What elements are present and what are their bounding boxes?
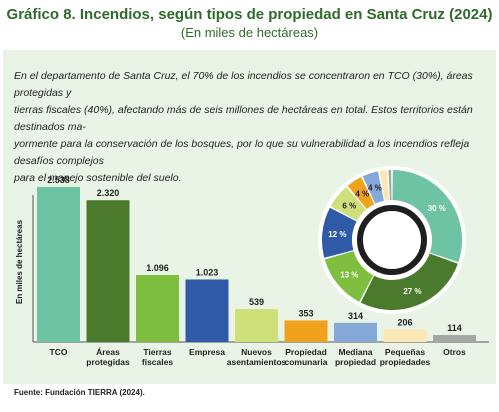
donut-slice-label: 27 %: [403, 287, 421, 296]
category-label: Áreas: [96, 347, 120, 357]
bar: [185, 279, 229, 342]
bar-value-label: 1.023: [196, 267, 219, 277]
bar: [334, 322, 377, 342]
donut-inner-ring: [357, 205, 427, 275]
category-label: asentamientos: [227, 357, 287, 367]
donut-slice-label: 6 %: [342, 201, 356, 210]
donut-slice: [347, 177, 375, 210]
donut-slice-label: 13 %: [340, 271, 358, 280]
bar-value-label: 206: [397, 317, 412, 327]
donut-slice-label: 4 %: [355, 190, 369, 199]
category-label: fiscales: [142, 357, 173, 367]
category-label: Empresa: [189, 347, 225, 357]
bar: [235, 309, 278, 342]
category-label: propiedad: [335, 357, 376, 367]
description-line: para el manejo sostenible del suelo.: [14, 172, 182, 184]
donut-slice: [379, 170, 389, 201]
category-label: Tierras: [143, 347, 171, 357]
description: En el departamento de Santa Cruz, el 70%…: [14, 68, 486, 187]
donut-slice: [362, 171, 384, 204]
bar: [383, 329, 427, 342]
bar-value-label: 2.538: [47, 175, 70, 185]
category-label: Otros: [443, 347, 466, 357]
donut-slice: [322, 207, 357, 258]
category-label: Nuevos: [241, 347, 272, 357]
bar-value-label: 114: [447, 323, 462, 333]
bar-value-label: 1.096: [146, 263, 169, 273]
category-label: comunaria: [285, 357, 328, 367]
bar: [433, 335, 476, 342]
donut-slice-label: 12 %: [328, 230, 346, 239]
bar: [37, 186, 80, 342]
donut-slice-label: 4 %: [368, 184, 382, 193]
description-line: tierras fiscales (40%), afectando más de…: [14, 104, 473, 133]
bar: [86, 200, 130, 342]
bars-layer: En miles de hectáreas2.538TCO2.320Áreasp…: [15, 175, 489, 367]
donut-layer: 30 % 27 % 13 % 12 % 6 % 4 %4 %: [318, 166, 466, 314]
donut-slice: [360, 253, 458, 310]
bar: [136, 275, 179, 342]
chart-title: Gráfico 8. Incendios, según tipos de pro…: [6, 6, 493, 23]
donut-slice: [392, 170, 462, 263]
category-label: Pequeñas: [385, 347, 425, 357]
category-label: Propiedad: [285, 347, 327, 357]
bar: [284, 320, 328, 342]
category-label: protegidas: [86, 357, 130, 367]
donut-slice: [330, 186, 366, 221]
donut-slice: [324, 251, 374, 302]
category-label: TCO: [50, 347, 68, 357]
bar-value-label: 314: [348, 311, 363, 321]
donut-slice: [388, 170, 392, 201]
donut-slice-label: 30 %: [428, 204, 446, 213]
bar-value-label: 353: [298, 308, 313, 318]
category-label: propiedades: [380, 357, 431, 367]
category-label: Mediana: [338, 347, 372, 357]
description-line: En el departamento de Santa Cruz, el 70%…: [14, 70, 473, 99]
bar-value-label: 539: [249, 297, 264, 307]
description-line: yormente para la conservación de los bos…: [14, 138, 470, 167]
chart-subtitle: (En miles de hectáreas): [180, 25, 319, 40]
y-axis-label: En miles de hectáreas: [15, 219, 24, 304]
source-note: Fuente: Fundación TIERRA (2024).: [14, 388, 145, 397]
bar-value-label: 2.320: [97, 188, 120, 198]
